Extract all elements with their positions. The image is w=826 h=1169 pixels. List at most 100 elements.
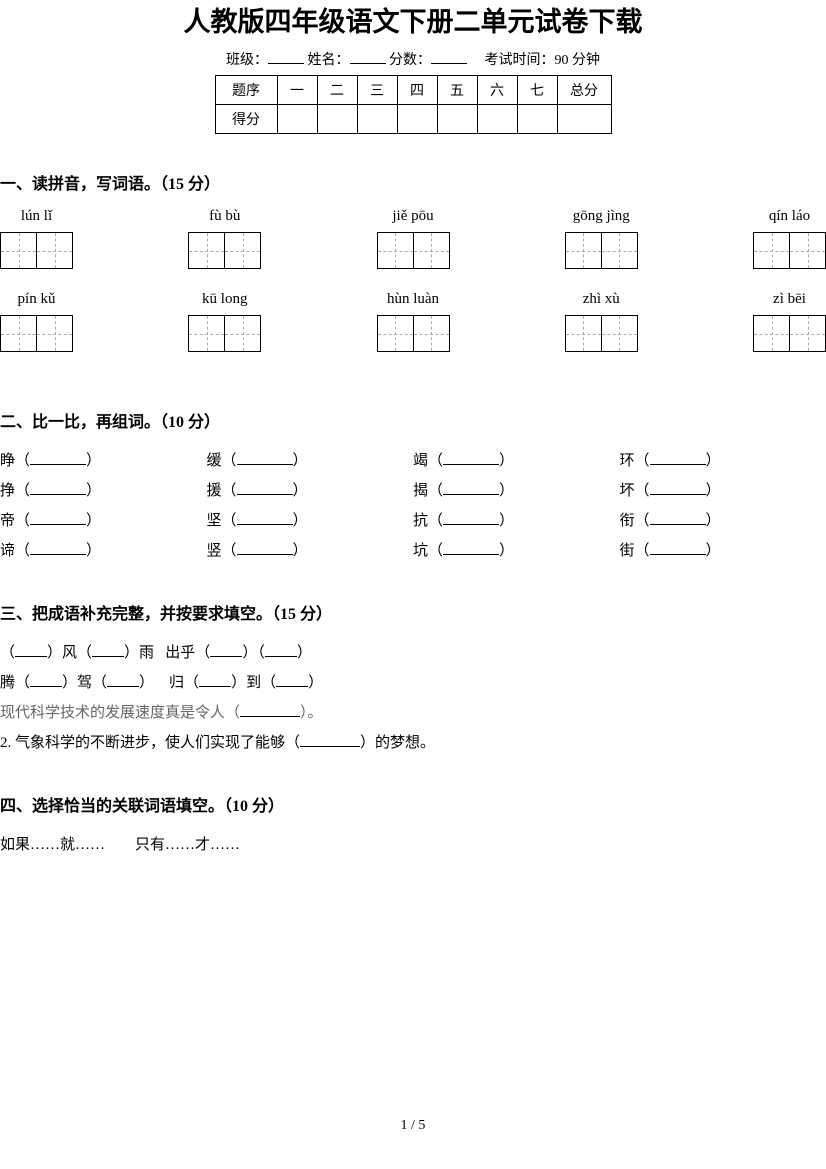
blank[interactable]: [300, 733, 360, 747]
blank[interactable]: [199, 673, 231, 687]
char-box[interactable]: [377, 315, 450, 352]
pinyin-group: gōng jìng: [565, 208, 638, 269]
header-cell: 四: [397, 76, 437, 105]
pinyin-label: kū long: [188, 291, 261, 311]
char-box[interactable]: [188, 232, 261, 269]
table-row: 得分: [215, 105, 611, 134]
blank[interactable]: [237, 481, 293, 495]
blank[interactable]: [92, 643, 124, 657]
q2-grid: 睁（） 缓（） 竭（） 环（） 挣（） 援（） 揭（） 坏（） 帝（） 坚（） …: [0, 446, 826, 566]
char-box[interactable]: [0, 232, 73, 269]
pinyin-label: hùn luàn: [377, 291, 450, 311]
char: 援: [207, 483, 222, 499]
blank[interactable]: [30, 451, 86, 465]
table-row: 题序 一 二 三 四 五 六 七 总分: [215, 76, 611, 105]
char-box[interactable]: [753, 315, 826, 352]
pinyin-group: qín láo: [753, 208, 826, 269]
char-box[interactable]: [188, 315, 261, 352]
header-cell: 题序: [215, 76, 277, 105]
char: 竖: [207, 543, 222, 559]
q3-line3: 现代科学技术的发展速度真是令人（）。: [0, 698, 826, 728]
score-table: 题序 一 二 三 四 五 六 七 总分 得分: [215, 75, 612, 134]
header-cell: 三: [357, 76, 397, 105]
score-cell[interactable]: [437, 105, 477, 134]
blank[interactable]: [443, 511, 499, 525]
header-cell: 总分: [557, 76, 611, 105]
score-blank[interactable]: [431, 50, 467, 64]
pinyin-label: pín kǔ: [0, 291, 73, 311]
section4-title: 四、选择恰当的关联词语填空。（10 分）: [0, 792, 826, 816]
blank[interactable]: [276, 673, 308, 687]
char-box[interactable]: [753, 232, 826, 269]
score-cell[interactable]: [317, 105, 357, 134]
blank[interactable]: [650, 511, 706, 525]
name-label: 姓名：: [308, 53, 350, 68]
class-blank[interactable]: [268, 50, 304, 64]
pinyin-label: jiě pōu: [377, 208, 450, 228]
score-label: 分数：: [389, 53, 431, 68]
blank[interactable]: [30, 481, 86, 495]
score-cell[interactable]: [477, 105, 517, 134]
char: 街: [620, 543, 635, 559]
char-box[interactable]: [565, 232, 638, 269]
blank[interactable]: [30, 511, 86, 525]
char: 缓: [207, 453, 222, 469]
char-box[interactable]: [377, 232, 450, 269]
pinyin-label: gōng jìng: [565, 208, 638, 228]
pinyin-group: jiě pōu: [377, 208, 450, 269]
blank[interactable]: [237, 541, 293, 555]
char-box[interactable]: [0, 315, 73, 352]
page-title: 人教版四年级语文下册二单元试卷下载: [0, 0, 826, 39]
char: 坑: [413, 543, 428, 559]
section3-title: 三、把成语补充完整，并按要求填空。（15 分）: [0, 600, 826, 624]
name-blank[interactable]: [350, 50, 386, 64]
score-cell[interactable]: [357, 105, 397, 134]
blank[interactable]: [237, 451, 293, 465]
header-cell: 二: [317, 76, 357, 105]
blank[interactable]: [650, 541, 706, 555]
blank[interactable]: [210, 643, 242, 657]
header-cell: 得分: [215, 105, 277, 134]
pinyin-group: kū long: [188, 291, 261, 352]
score-cell[interactable]: [517, 105, 557, 134]
blank[interactable]: [265, 643, 297, 657]
time-label: 考试时间：90 分钟: [485, 53, 601, 68]
pinyin-row-2: pín kǔ kū long hùn luàn zhì xù zì bēi: [0, 291, 826, 352]
blank[interactable]: [443, 451, 499, 465]
blank[interactable]: [443, 541, 499, 555]
q3-line1: （）风（）雨 出乎（）（）: [0, 638, 826, 668]
section2-title: 二、比一比，再组词。（10 分）: [0, 408, 826, 432]
blank[interactable]: [30, 673, 62, 687]
pinyin-row-1: lún lǐ fù bù jiě pōu gōng jìng qín láo: [0, 208, 826, 269]
blank[interactable]: [650, 451, 706, 465]
blank[interactable]: [107, 673, 139, 687]
char-box[interactable]: [565, 315, 638, 352]
pinyin-group: hùn luàn: [377, 291, 450, 352]
char: 环: [620, 453, 635, 469]
header-cell: 一: [277, 76, 317, 105]
char: 抗: [413, 513, 428, 529]
pinyin-group: zhì xù: [565, 291, 638, 352]
char: 睁: [0, 453, 15, 469]
score-cell[interactable]: [277, 105, 317, 134]
blank[interactable]: [240, 703, 300, 717]
score-cell[interactable]: [397, 105, 437, 134]
q2-row: 挣（） 援（） 揭（） 坏（）: [0, 476, 826, 506]
pinyin-label: zhì xù: [565, 291, 638, 311]
q2-row: 帝（） 坚（） 抗（） 衔（）: [0, 506, 826, 536]
blank[interactable]: [443, 481, 499, 495]
blank[interactable]: [650, 481, 706, 495]
pinyin-label: fù bù: [188, 208, 261, 228]
pinyin-group: fù bù: [188, 208, 261, 269]
pinyin-group: pín kǔ: [0, 291, 73, 352]
score-cell[interactable]: [557, 105, 611, 134]
q3-line2: 腾（）驾（） 归（）到（）: [0, 668, 826, 698]
blank[interactable]: [15, 643, 47, 657]
class-label: 班级：: [226, 53, 268, 68]
q2-row: 谛（） 竖（） 坑（） 街（）: [0, 536, 826, 566]
char: 帝: [0, 513, 15, 529]
char: 挣: [0, 483, 15, 499]
info-line: 班级： 姓名： 分数： 考试时间：90 分钟: [0, 49, 826, 69]
blank[interactable]: [30, 541, 86, 555]
blank[interactable]: [237, 511, 293, 525]
